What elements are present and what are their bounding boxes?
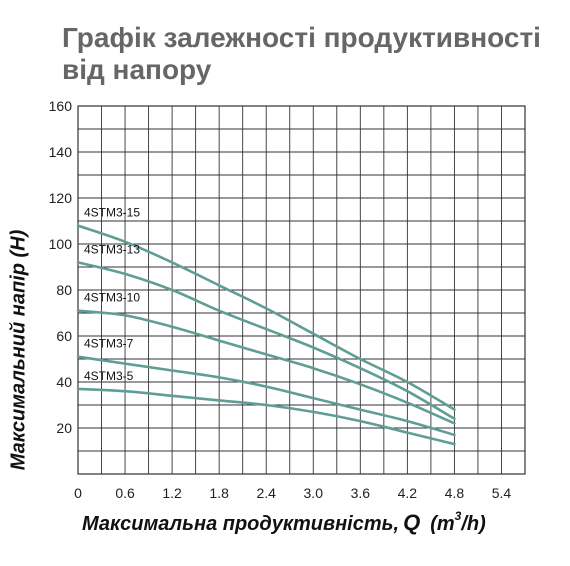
x-tick-label-7: 4.2 (398, 485, 418, 501)
series-line-4STM3-13 (76, 261, 456, 421)
y-tick-label-0: 20 (56, 420, 72, 436)
y-tick-label-2: 60 (56, 328, 72, 344)
series-label-4STM3-10: 4STM3-10 (84, 291, 140, 305)
x-axis-label-unit: (m3/h) (430, 509, 486, 535)
x-axis-label: Максимальна продуктивність, Q (m3/h) (82, 509, 486, 536)
x-tick-label-4: 2.4 (256, 485, 276, 501)
series-label-4STM3-13: 4STM3-13 (84, 242, 140, 256)
series-line-4STM3-15 (76, 224, 456, 411)
x-axis-label-symbol: Q (403, 510, 421, 535)
plot-border (77, 105, 526, 475)
x-axis-unit-sup: 3 (454, 509, 462, 524)
series-label-4STM3-7: 4STM3-7 (84, 337, 134, 351)
x-tick-label-3: 1.8 (209, 485, 229, 501)
y-tick-label-7: 160 (49, 98, 73, 114)
y-tick-label-3: 80 (56, 282, 72, 298)
x-tick-label-0: 0 (74, 485, 82, 501)
x-axis-label-main: Максимальна продуктивність, (82, 513, 400, 535)
x-axis-unit-pre: (m (430, 513, 455, 535)
chart-title: Графік залежності продуктивності від нап… (62, 22, 541, 85)
y-tick-label-6: 140 (49, 144, 73, 160)
series-line-4STM3-10 (76, 309, 456, 425)
y-tick-label-4: 100 (49, 236, 73, 252)
x-tick-label-6: 3.6 (351, 485, 371, 501)
x-tick-label-5: 3.0 (304, 485, 324, 501)
series-line-4STM3-7 (76, 355, 456, 437)
series-label-4STM3-5: 4STM3-5 (84, 369, 134, 383)
y-tick-label-1: 40 (56, 374, 72, 390)
x-axis-unit-post: /h) (461, 513, 486, 535)
x-tick-label-8: 4.8 (445, 485, 465, 501)
x-tick-label-1: 0.6 (115, 485, 135, 501)
series-label-4STM3-15: 4STM3-15 (84, 206, 140, 220)
x-tick-label-2: 1.2 (162, 485, 182, 501)
series-line-4STM3-5 (76, 387, 456, 446)
y-tick-label-5: 120 (49, 190, 73, 206)
x-tick-label-9: 5.4 (492, 485, 512, 501)
